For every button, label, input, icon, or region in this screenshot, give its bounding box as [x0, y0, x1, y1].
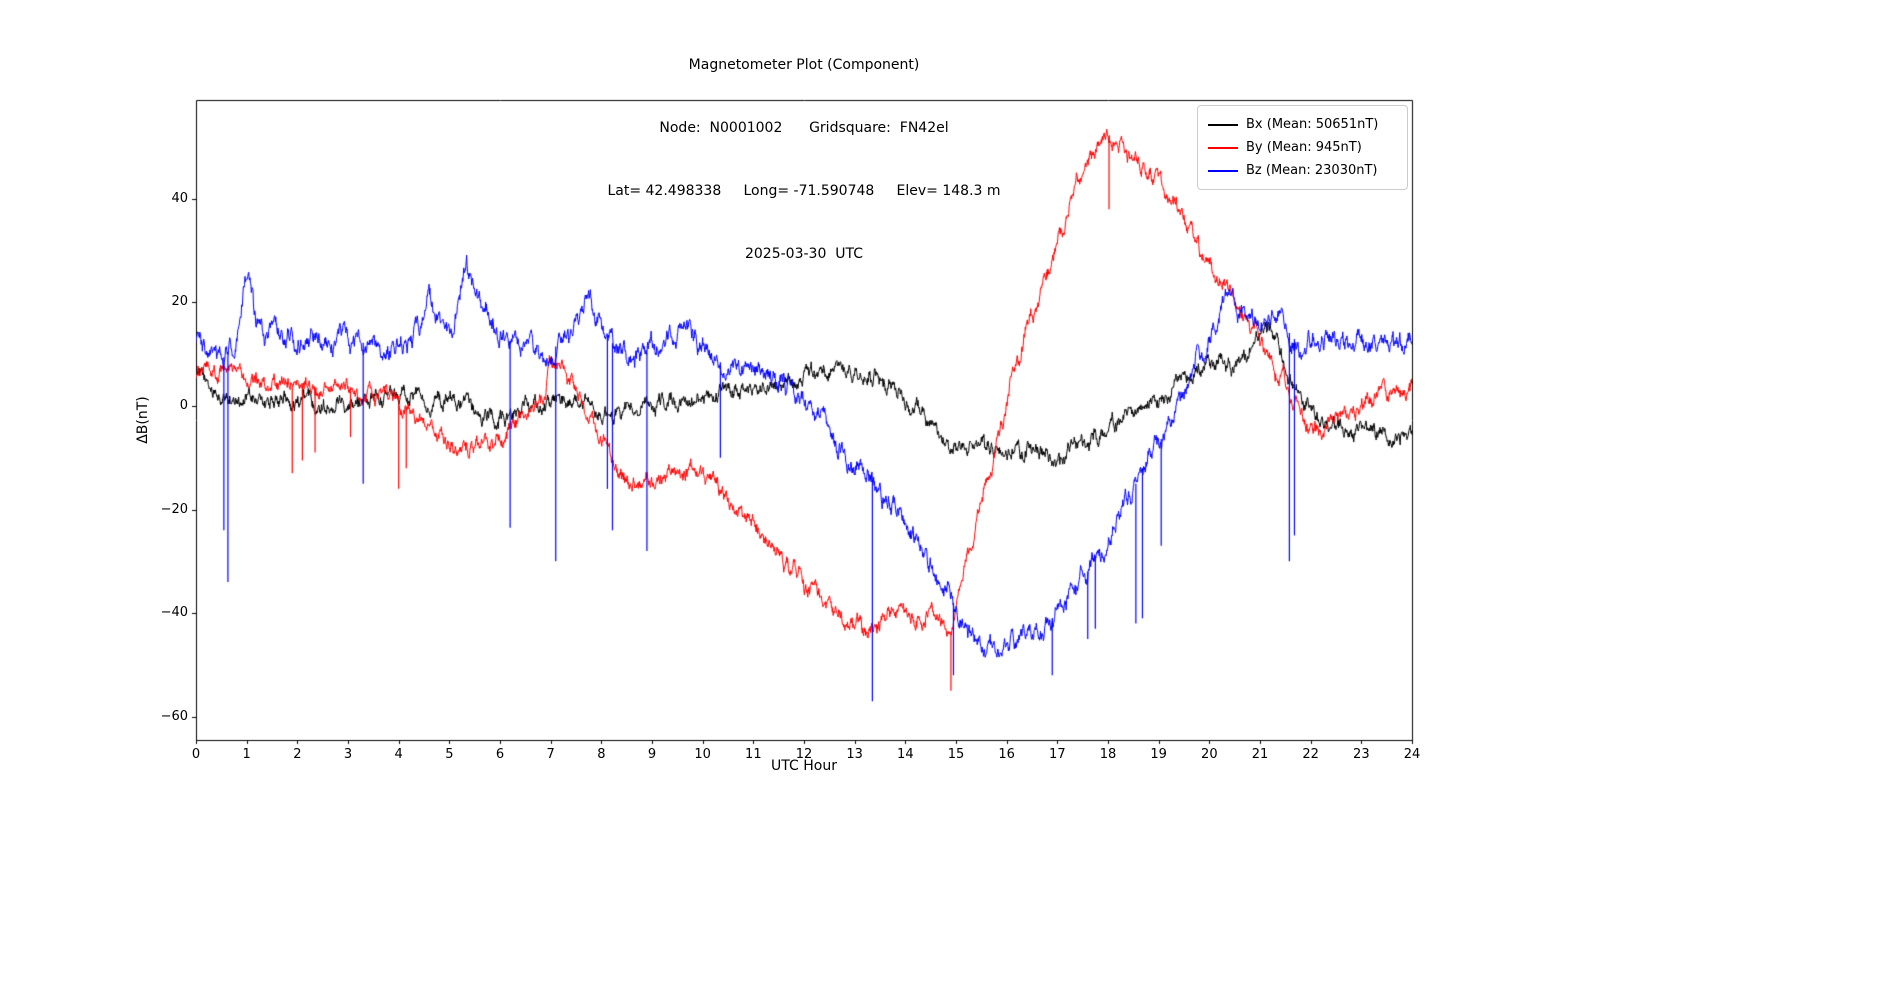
- chart-title-block: Magnetometer Plot (Component) Node: N000…: [196, 13, 1412, 307]
- chart-title: Magnetometer Plot (Component): [688, 57, 920, 73]
- x-tick-label: 21: [1251, 747, 1269, 762]
- x-tick-label: 10: [694, 747, 711, 762]
- y-tick-label: 0: [179, 398, 188, 414]
- x-tick-label: 9: [647, 747, 657, 762]
- x-tick-label: 0: [191, 747, 201, 762]
- x-tick-label: 8: [597, 747, 606, 762]
- legend-line-bz-icon: [1208, 169, 1238, 172]
- legend: Bx (Mean: 50651nT) By (Mean: 945nT) Bz (…: [1197, 105, 1408, 190]
- x-tick-label: 18: [1099, 747, 1117, 762]
- legend-label-bz: Bz (Mean: 23030nT): [1246, 163, 1378, 178]
- x-tick-label: 12: [795, 747, 813, 762]
- legend-entry-bz: Bz (Mean: 23030nT): [1208, 159, 1397, 182]
- x-tick-label: 24: [1403, 747, 1421, 762]
- chart-subtitle-location: Lat= 42.498338 Long= -71.590748 Elev= 14…: [607, 183, 1001, 199]
- x-tick-label: 1: [242, 747, 251, 762]
- x-tick-label: 4: [394, 747, 403, 762]
- x-tick-label: 6: [495, 747, 505, 762]
- x-tick-label: 23: [1353, 747, 1370, 762]
- y-tick-label: −60: [160, 708, 188, 724]
- x-tick-label: 2: [293, 747, 302, 762]
- x-axis-label: UTC Hour: [771, 758, 837, 774]
- y-tick-label: −20: [160, 501, 188, 517]
- chart-subtitle-node: Node: N0001002 Gridsquare: FN42el: [659, 120, 949, 136]
- x-tick-label: 11: [745, 747, 762, 762]
- x-tick-label: 7: [546, 747, 555, 762]
- legend-entry-by: By (Mean: 945nT): [1208, 136, 1397, 159]
- x-tick-label: 20: [1201, 747, 1218, 762]
- x-tick-label: 15: [947, 747, 965, 762]
- x-tick-label: 14: [897, 747, 914, 762]
- y-tick-label: 40: [171, 190, 188, 206]
- legend-label-by: By (Mean: 945nT): [1246, 140, 1362, 155]
- x-tick-label: 3: [343, 747, 353, 762]
- legend-label-bx: Bx (Mean: 50651nT): [1246, 117, 1379, 132]
- y-tick-label: −40: [160, 605, 188, 621]
- x-tick-label: 16: [998, 747, 1015, 762]
- x-tick-label: 19: [1150, 747, 1167, 762]
- x-tick-label: 22: [1302, 747, 1319, 762]
- legend-line-by-icon: [1208, 146, 1238, 149]
- y-tick-label: 20: [171, 294, 188, 310]
- x-tick-label: 13: [846, 747, 863, 762]
- legend-line-bx-icon: [1208, 123, 1238, 126]
- chart-subtitle-date: 2025-03-30 UTC: [744, 246, 863, 262]
- legend-entry-bx: Bx (Mean: 50651nT): [1208, 113, 1397, 136]
- x-tick-label: 5: [445, 747, 454, 762]
- x-tick-label: 17: [1049, 747, 1066, 762]
